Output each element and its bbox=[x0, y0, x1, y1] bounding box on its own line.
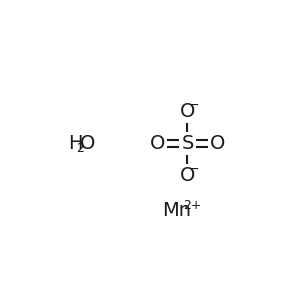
Text: 2+: 2+ bbox=[184, 199, 202, 212]
Text: O: O bbox=[150, 134, 165, 153]
Text: S: S bbox=[181, 134, 194, 153]
Text: 2: 2 bbox=[76, 142, 85, 155]
Text: −: − bbox=[189, 163, 200, 176]
Text: O: O bbox=[210, 134, 225, 153]
Text: O: O bbox=[180, 102, 195, 121]
Text: Mn: Mn bbox=[163, 201, 191, 220]
Text: O: O bbox=[80, 134, 95, 153]
Text: −: − bbox=[189, 99, 200, 112]
Text: H: H bbox=[68, 134, 82, 153]
Text: O: O bbox=[180, 166, 195, 185]
